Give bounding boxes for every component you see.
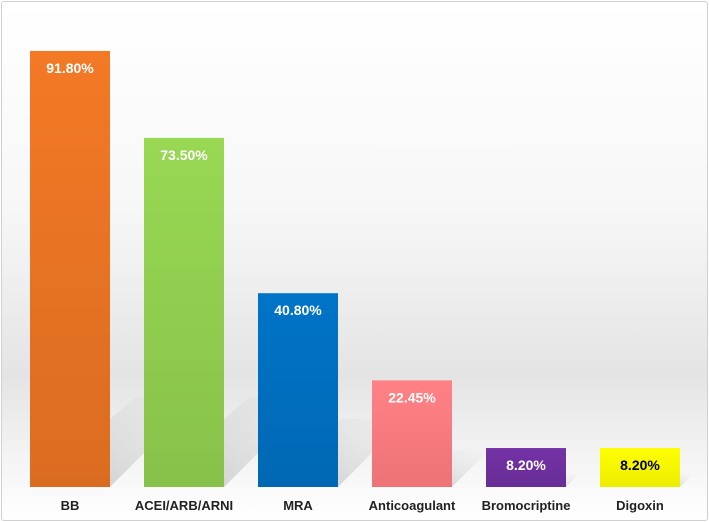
category-label-bromocriptine: Bromocriptine [482, 498, 571, 513]
data-label-anticoagulant: 22.45% [388, 389, 436, 405]
data-label-bb: 91.80% [46, 60, 94, 76]
category-label-digoxin: Digoxin [616, 498, 664, 513]
category-label-anticoagulant: Anticoagulant [369, 498, 456, 513]
data-label-bromocriptine: 8.20% [506, 457, 546, 473]
bar-anticoagulant [372, 380, 452, 487]
data-label-acei-arb-arni: 73.50% [160, 147, 208, 163]
bar-shadows [30, 397, 694, 487]
category-label-acei-arb-arni: ACEI/ARB/ARNI [135, 498, 233, 513]
category-label-bb: BB [61, 498, 80, 513]
bar-bb [30, 50, 110, 487]
bar-acei-arb-arni [144, 137, 224, 487]
data-label-mra: 40.80% [274, 302, 322, 318]
bar-bromocriptine [486, 448, 566, 487]
bar-digoxin [600, 448, 680, 487]
data-labels: 91.80% 73.50% 40.80% 22.45% 8.20% 8.20% [46, 60, 660, 473]
bar-mra [258, 293, 338, 487]
category-labels: BB ACEI/ARB/ARNI MRA Anticoagulant Bromocrip… [61, 498, 664, 513]
data-label-digoxin: 8.20% [620, 457, 660, 473]
category-label-mra: MRA [283, 498, 313, 513]
bars [30, 50, 680, 487]
